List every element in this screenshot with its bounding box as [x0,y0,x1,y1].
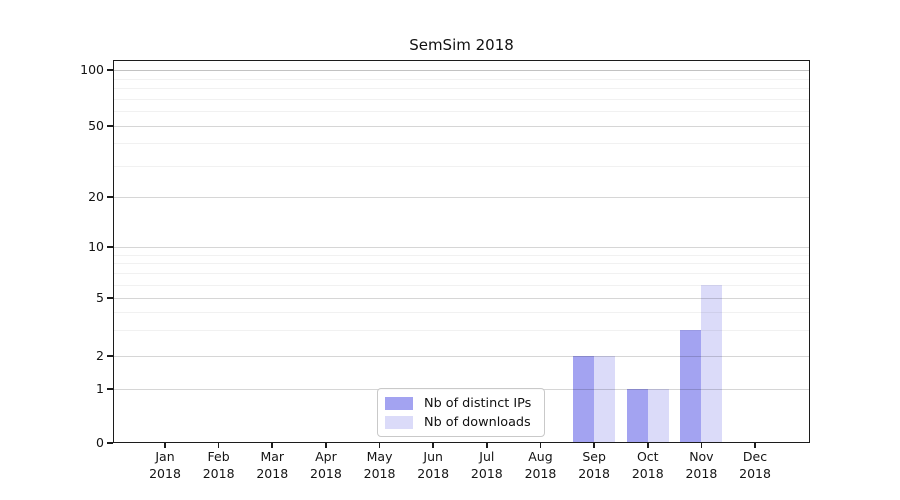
x-tick-mark [217,443,220,448]
y-tick-mark [107,246,113,248]
y-tick-label: 50 [88,118,104,133]
gridline-major [113,197,810,198]
gridline-major [113,247,810,248]
bar-downloads [701,284,723,443]
x-tick-mark [539,443,542,448]
gridline-minor [113,284,810,286]
y-tick-label: 2 [96,348,104,363]
bar-distinct-ips [573,356,595,443]
gridline-major [113,70,810,71]
x-tick-label: Jan 2018 [149,449,181,481]
y-tick-mark [107,297,113,299]
y-tick-label: 10 [88,239,104,254]
gridline-minor [113,312,810,314]
gridline-minor [113,165,810,167]
y-tick-mark [107,196,113,198]
y-tick-mark [107,355,113,357]
legend-swatch-distinct-ips [385,396,413,410]
x-tick-mark [432,443,434,448]
x-tick-mark [378,443,381,448]
x-tick-label: Apr 2018 [310,449,342,481]
y-tick-label: 1 [96,381,104,396]
gridline-minor [113,254,810,256]
x-tick-label: Sep 2018 [578,449,611,481]
gridline-minor [113,330,810,332]
bar-distinct-ips [680,330,702,443]
gridline-minor [113,273,810,275]
bar-downloads [647,389,669,443]
y-tick-label: 100 [80,62,104,77]
y-tick-label: 0 [96,435,104,450]
x-tick-mark [700,443,703,448]
x-tick-label: Jun 2018 [417,449,450,481]
x-tick-mark [271,443,274,448]
y-tick-mark [107,125,113,127]
x-tick-label: Jul 2018 [470,449,503,481]
gridline-minor [113,98,810,100]
x-tick-label: May 2018 [363,449,396,481]
bar-downloads [594,356,616,443]
legend-entry-distinct-ips: Nb of distinct IPs [385,394,537,413]
chart-title: SemSim 2018 [409,36,514,54]
gridline-major [113,126,810,127]
legend-box: Nb of distinct IPs Nb of downloads [377,388,545,437]
bar-distinct-ips [626,389,648,443]
y-tick-mark [107,69,113,71]
legend-swatch-downloads [385,415,413,429]
gridline-minor [113,263,810,265]
x-tick-label: Dec 2018 [739,449,771,481]
x-tick-label: Nov 2018 [685,449,718,481]
y-tick-label: 5 [96,290,104,305]
gridline-major [113,298,810,299]
legend-label-downloads: Nb of downloads [424,414,531,430]
y-tick-label: 20 [88,189,104,204]
x-tick-label: Oct 2018 [631,449,664,481]
x-tick-mark [325,443,327,448]
x-tick-label: Feb 2018 [202,449,235,481]
x-tick-label: Aug 2018 [524,449,557,481]
legend-label-distinct-ips: Nb of distinct IPs [424,395,532,411]
y-tick-mark [107,388,113,390]
x-tick-mark [164,443,166,448]
x-tick-label: Mar 2018 [256,449,289,481]
gridline-major [113,356,810,357]
x-tick-mark [754,443,756,448]
legend-entry-downloads: Nb of downloads [385,413,537,432]
gridline-minor [113,78,810,80]
x-tick-mark [486,443,488,448]
gridline-minor [113,143,810,145]
x-tick-mark [646,443,649,448]
gridline-minor [113,111,810,113]
gridline-minor [113,88,810,90]
x-tick-mark [593,443,595,448]
y-tick-mark [107,442,113,444]
